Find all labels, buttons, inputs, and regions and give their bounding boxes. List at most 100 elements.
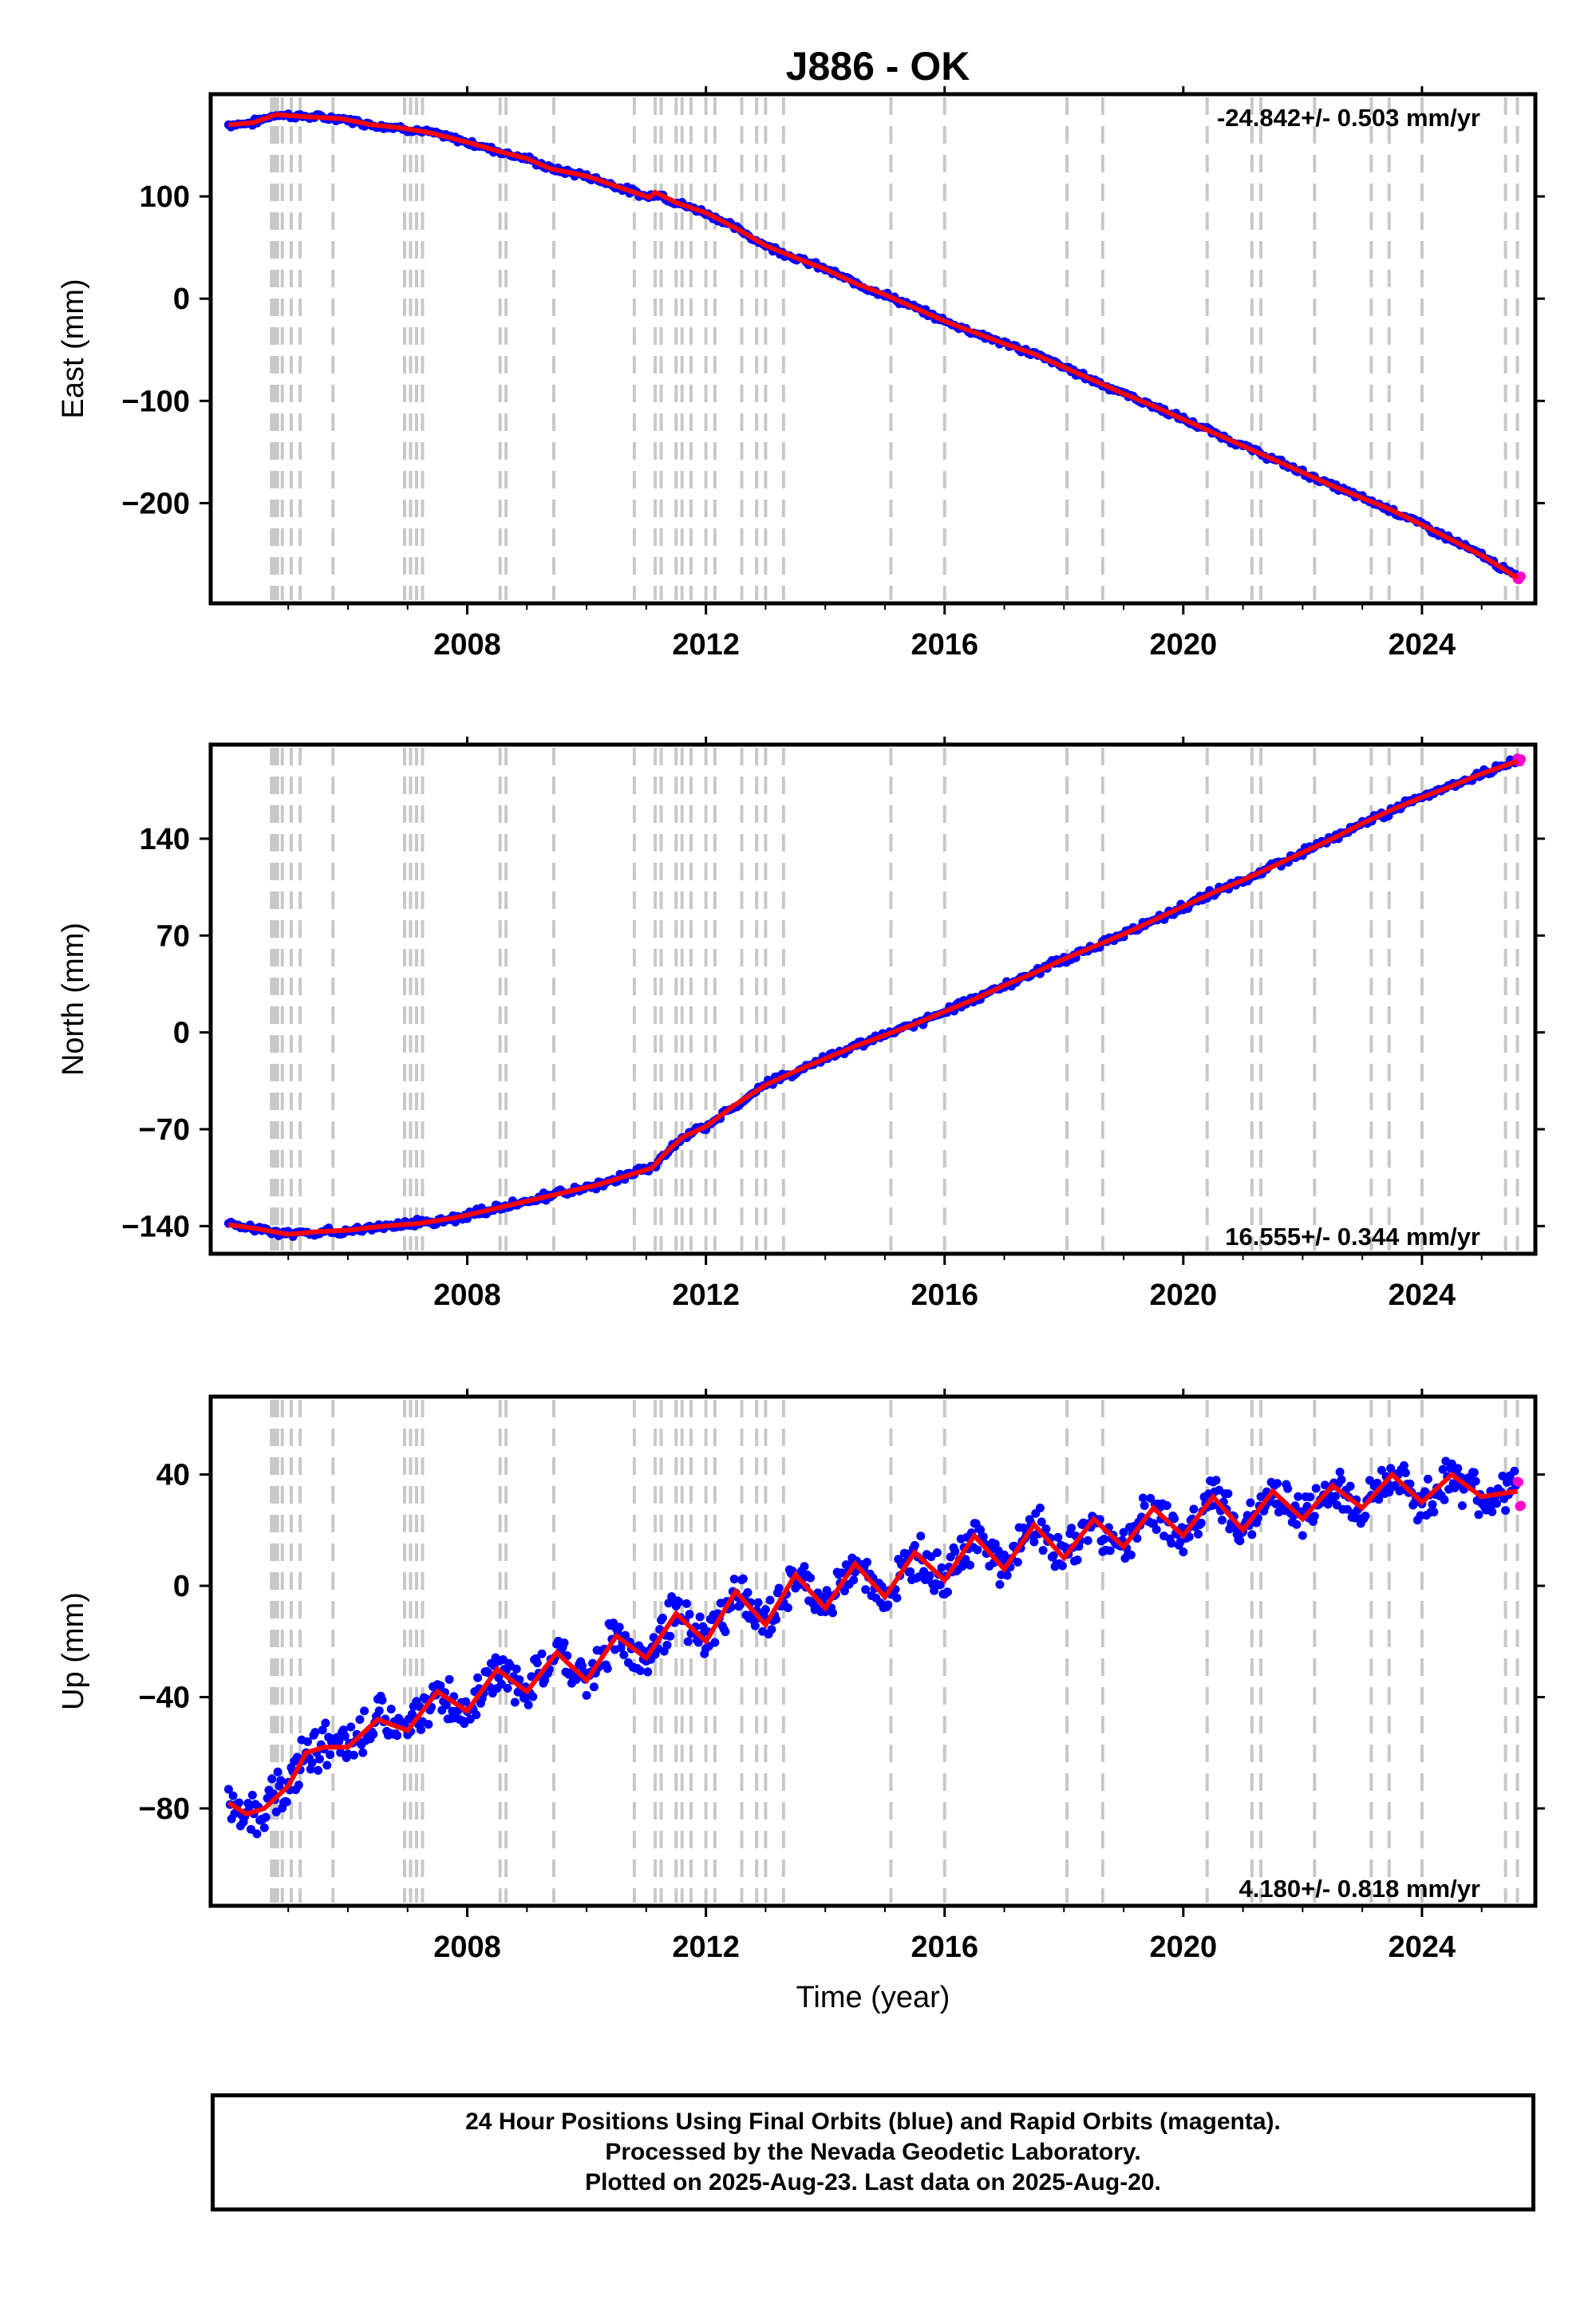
data-point [839,1586,849,1595]
data-point [1041,1524,1051,1534]
chart-title: J886 - OK [786,44,970,89]
data-point [916,1531,926,1541]
data-point [1423,1474,1432,1484]
data-point [602,1664,612,1674]
data-point [235,1798,244,1808]
x-tick-label: 2008 [433,1279,501,1312]
data-point [1223,1489,1233,1499]
data-point [1035,1504,1045,1513]
data-point [267,1774,277,1784]
data-point [1100,1534,1109,1543]
data-point [721,1627,730,1637]
data-point [614,1622,624,1632]
data-point [424,1720,433,1729]
plot-frame [208,1394,1538,1908]
x-tick-label: 2012 [672,628,740,662]
y-axis-label: North (mm) [57,923,90,1076]
data-point [318,1725,327,1735]
rate-label: 4.180+/- 0.818 mm/yr [1239,1875,1480,1903]
data-point [1053,1532,1063,1542]
x-tick-label: 2016 [911,1279,978,1312]
data-point [223,1784,233,1794]
data-point [1189,1504,1199,1514]
data-point [1105,1546,1115,1555]
rapid-point [1516,754,1527,765]
panel-north: 2008 2012 2016 2020 2024 −140 −70 0 70 140 North … [57,737,1545,1312]
data-point [710,1638,720,1647]
data-point [1337,1475,1346,1484]
data-point [925,1571,934,1580]
y-tick-label: 40 [156,1459,190,1492]
data-point [1273,1479,1282,1488]
footer-line-1: 24 Hour Positions Using Final Orbits (bl… [465,2109,1281,2135]
data-point [540,1675,550,1685]
x-tick-label: 2012 [672,1931,740,1964]
data-point [259,1823,269,1832]
plot-frame [208,742,1538,1256]
footer-box: 24 Hour Positions Using Final Orbits (bl… [211,2093,1535,2211]
data-point [1196,1518,1206,1528]
data-point [783,1603,792,1613]
data-point [950,1547,960,1556]
data-point [932,1547,942,1557]
x-tick-label: 2020 [1150,1931,1218,1964]
data-point [282,1797,291,1807]
data-point [1377,1465,1386,1475]
data-point [666,1631,675,1641]
data-point [360,1706,369,1716]
data-point [273,1767,282,1777]
data-point [937,1563,946,1572]
rapid-point [1514,1477,1524,1488]
data-point [738,1574,748,1583]
data-point [1073,1555,1082,1565]
data-point [892,1593,902,1603]
data-point [1331,1492,1341,1501]
data-point [800,1562,809,1571]
data-point [472,1710,481,1720]
plot-frame [208,92,1538,606]
data-point [358,1748,368,1757]
data-point [1057,1561,1067,1571]
x-tick-label: 2008 [433,1931,501,1964]
data-point [662,1640,672,1650]
data-point [683,1637,693,1646]
data-point [729,1575,739,1584]
data-point [861,1585,871,1595]
data-point [1217,1516,1227,1525]
data-point [1179,1547,1188,1557]
data-point [1256,1492,1266,1501]
data-point [1345,1481,1355,1491]
model-fit-line [227,1471,1519,1817]
y-tick-label: 0 [173,283,190,316]
data-point [910,1540,919,1550]
data-point [966,1560,975,1570]
y-tick-label: −40 [139,1682,190,1715]
data-point [1310,1512,1319,1521]
data-point [1400,1468,1410,1478]
data-point [1306,1492,1315,1502]
data-point [1126,1550,1136,1559]
data-point [1067,1524,1077,1533]
y-tick-label: 140 [140,823,190,856]
data-point [774,1583,784,1593]
data-point [307,1758,317,1768]
panel-up: 2008 2012 2016 2020 2024 −80 −40 0 40 Up (mm) 4.… [57,1389,1545,1964]
data-point [326,1750,335,1760]
data-point [753,1598,763,1607]
rapid-point [1516,571,1527,582]
data-point [1440,1495,1449,1504]
data-point [693,1638,703,1647]
data-point [503,1683,512,1693]
data-point [1399,1460,1408,1470]
data-point [849,1575,859,1585]
data-point [1491,1499,1501,1508]
data-point [1038,1546,1048,1555]
data-point [441,1700,451,1709]
data-point [1152,1525,1161,1535]
data-point [1029,1537,1039,1547]
data-point [417,1725,426,1734]
rapid-point [1516,1500,1527,1511]
data-point [461,1697,471,1706]
data-point [681,1599,691,1608]
